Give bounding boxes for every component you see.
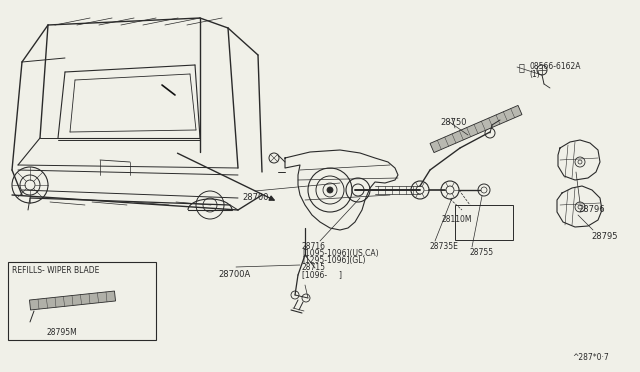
Text: 28700A: 28700A — [218, 270, 250, 279]
Bar — [8, 262, 156, 340]
Text: [1095-1096](US,CA): [1095-1096](US,CA) — [302, 249, 379, 258]
Polygon shape — [29, 291, 116, 310]
Text: 28110M: 28110M — [442, 215, 472, 224]
Text: 28700: 28700 — [242, 193, 269, 202]
Text: (1): (1) — [529, 70, 540, 79]
Text: Ⓢ: Ⓢ — [519, 62, 525, 72]
Circle shape — [327, 187, 333, 193]
Text: [1096-     ]: [1096- ] — [302, 270, 342, 279]
Polygon shape — [430, 105, 522, 153]
Bar — [455, 205, 513, 240]
Text: 28755: 28755 — [470, 248, 494, 257]
Text: 28796: 28796 — [578, 205, 605, 214]
Text: ^287*0·7: ^287*0·7 — [572, 353, 609, 362]
Text: [1295-1096](GL): [1295-1096](GL) — [302, 256, 365, 265]
Text: 28715: 28715 — [302, 263, 326, 272]
Text: 28750: 28750 — [440, 118, 467, 127]
Text: 28735E: 28735E — [430, 242, 459, 251]
Text: 28795M: 28795M — [47, 328, 77, 337]
Text: 28795: 28795 — [591, 232, 618, 241]
Text: 08566-6162A: 08566-6162A — [529, 62, 580, 71]
Text: REFILLS- WIPER BLADE: REFILLS- WIPER BLADE — [12, 266, 99, 275]
Text: 28716: 28716 — [302, 242, 326, 251]
